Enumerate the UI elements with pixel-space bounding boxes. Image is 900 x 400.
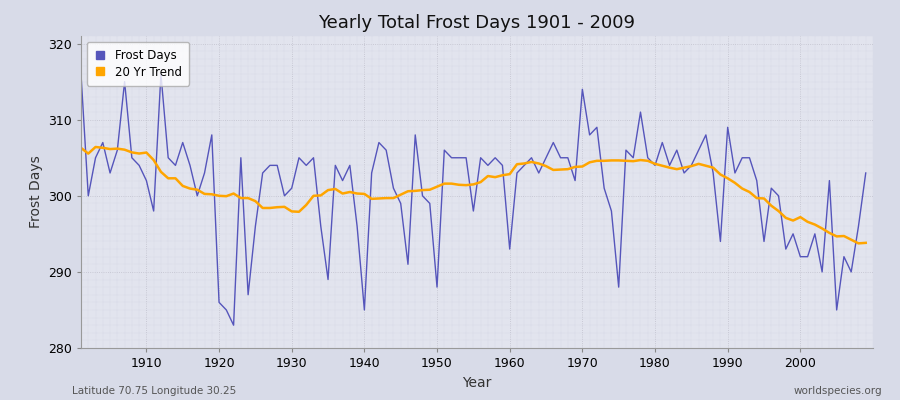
Frost Days (76, 72, 86, 76)
20 Yr Trend (76, 146, 86, 150)
20 Yr Trend (90, 144, 101, 149)
Frost Days (229, 323, 239, 328)
Line: Frost Days: Frost Days (81, 74, 866, 325)
Text: worldspecies.org: worldspecies.org (794, 386, 882, 396)
Text: Latitude 70.75 Longitude 30.25: Latitude 70.75 Longitude 30.25 (72, 386, 236, 396)
20 Yr Trend (853, 241, 864, 246)
Legend: Frost Days, 20 Yr Trend: Frost Days, 20 Yr Trend (87, 42, 189, 86)
Frost Days (504, 247, 515, 252)
20 Yr Trend (598, 158, 609, 163)
20 Yr Trend (345, 190, 356, 194)
Title: Yearly Total Frost Days 1901 - 2009: Yearly Total Frost Days 1901 - 2009 (319, 14, 635, 32)
Frost Days (511, 170, 522, 175)
Frost Days (134, 163, 145, 168)
Frost Days (301, 163, 311, 168)
20 Yr Trend (301, 202, 311, 207)
20 Yr Trend (511, 162, 522, 167)
Frost Days (860, 170, 871, 175)
20 Yr Trend (141, 150, 152, 155)
Y-axis label: Frost Days: Frost Days (29, 156, 42, 228)
20 Yr Trend (504, 172, 515, 176)
20 Yr Trend (860, 240, 871, 245)
X-axis label: Year: Year (463, 376, 491, 390)
Frost Days (598, 186, 609, 190)
Line: 20 Yr Trend: 20 Yr Trend (81, 147, 866, 243)
Frost Days (345, 163, 356, 168)
